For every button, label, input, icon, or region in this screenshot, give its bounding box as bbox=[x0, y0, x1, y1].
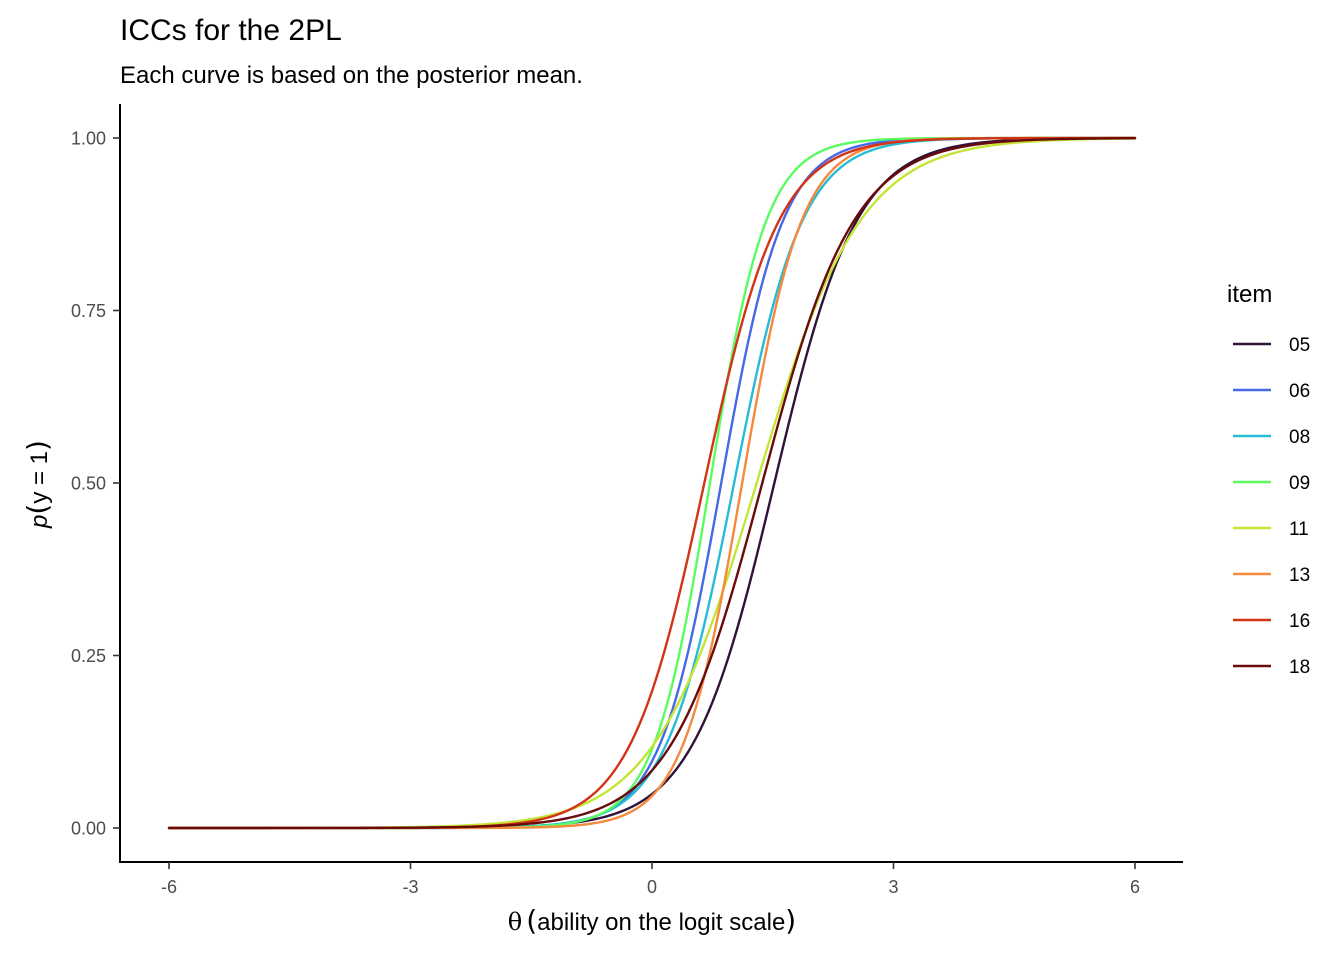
chart-title: ICCs for the 2PL bbox=[120, 14, 342, 47]
legend-label: 13 bbox=[1289, 565, 1310, 586]
legend-label: 08 bbox=[1289, 427, 1310, 448]
series-line-11 bbox=[167, 137, 1137, 830]
x-axis-title: θ (ability on the logit scale) bbox=[508, 904, 796, 937]
series-line-09 bbox=[167, 136, 1137, 830]
x-axis-text: ability on the logit scale bbox=[537, 909, 785, 936]
series-line-16 bbox=[167, 136, 1137, 830]
y-tick-label: 0.25 bbox=[71, 646, 106, 666]
series-line-08 bbox=[167, 136, 1137, 830]
legend-label: 16 bbox=[1289, 611, 1310, 632]
legend-item: 08 bbox=[1233, 427, 1310, 448]
curves-layer bbox=[167, 136, 1137, 830]
legend-label: 18 bbox=[1289, 657, 1310, 678]
plot-area: -6 -3 0 3 6 0.00 0.25 0.50 0.75 1.00 bbox=[71, 104, 1183, 897]
y-tick-label: 1.00 bbox=[71, 129, 106, 149]
legend-label: 05 bbox=[1289, 335, 1310, 356]
y-tick-label: 0.50 bbox=[71, 474, 106, 494]
legend-item: 13 bbox=[1233, 565, 1310, 586]
y-axis-ticks: 0.00 0.25 0.50 0.75 1.00 bbox=[71, 129, 120, 839]
chart-subtitle: Each curve is based on the posterior mea… bbox=[120, 62, 583, 89]
y-axis-p: p bbox=[26, 515, 53, 529]
y-tick-label: 0.75 bbox=[71, 301, 106, 321]
y-axis-inner: y = 1 bbox=[26, 451, 53, 504]
legend-items: 05 06 08 09 11 13 16 18 bbox=[1233, 335, 1310, 678]
legend-item: 05 bbox=[1233, 335, 1310, 356]
y-axis-title: p(y = 1) bbox=[21, 440, 54, 529]
x-tick-label: -6 bbox=[161, 877, 177, 897]
legend-item: 09 bbox=[1233, 473, 1310, 494]
series-line-18 bbox=[167, 137, 1137, 830]
y-tick-label: 0.00 bbox=[71, 819, 106, 839]
legend-title: item bbox=[1227, 281, 1272, 308]
legend-label: 06 bbox=[1289, 381, 1310, 402]
legend-item: 06 bbox=[1233, 381, 1310, 402]
x-tick-label: 6 bbox=[1130, 877, 1140, 897]
x-axis-symbol: θ bbox=[508, 908, 522, 936]
x-tick-label: 0 bbox=[647, 877, 657, 897]
legend-item: 11 bbox=[1233, 519, 1309, 540]
legend-item: 18 bbox=[1233, 657, 1310, 678]
legend-item: 16 bbox=[1233, 611, 1310, 632]
series-line-06 bbox=[167, 136, 1137, 830]
x-tick-label: -3 bbox=[402, 877, 418, 897]
legend: item 05 06 08 09 11 13 16 18 bbox=[1227, 281, 1310, 678]
legend-label: 09 bbox=[1289, 473, 1310, 494]
x-axis-ticks: -6 -3 0 3 6 bbox=[161, 862, 1140, 897]
series-line-13 bbox=[167, 136, 1137, 830]
x-tick-label: 3 bbox=[888, 877, 898, 897]
legend-label: 11 bbox=[1289, 519, 1309, 540]
series-line-05 bbox=[167, 136, 1137, 830]
